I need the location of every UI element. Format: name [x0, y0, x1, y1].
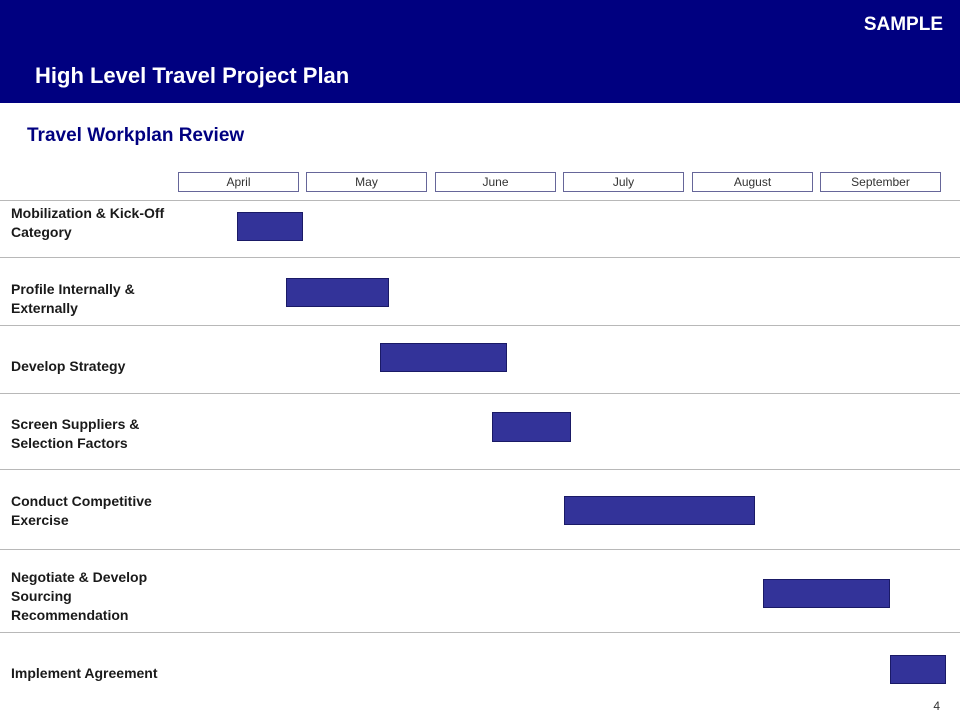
row-divider [0, 549, 960, 550]
gantt-bar-develop-strategy [379, 343, 507, 372]
gantt-bar-implement [889, 655, 947, 684]
row-divider [0, 393, 960, 394]
sample-label: SAMPLE [863, 14, 943, 35]
gantt-bar-screen-suppliers [491, 412, 572, 442]
task-label-profile: Profile Internally & Externally [11, 281, 135, 316]
header-banner: SAMPLE High Level Travel Project Plan [0, 0, 960, 103]
task-label-screen-suppliers: Screen Suppliers & Selection Factors [11, 416, 140, 451]
row-divider [0, 325, 960, 326]
row-divider [0, 200, 960, 201]
gantt-bar-negotiate [762, 579, 890, 608]
task-label-competitive-exercise: Conduct Competitive Exercise [11, 493, 152, 528]
gantt-bar-competitive-exercise [563, 496, 755, 525]
month-may: May [306, 172, 427, 192]
row-divider [0, 469, 960, 470]
gantt-bar-profile [285, 278, 389, 307]
task-label-implement: Implement Agreement [11, 665, 158, 681]
gantt-bar-mobilization [237, 212, 303, 241]
row-divider [0, 257, 960, 258]
page-number: 4 [933, 699, 940, 713]
month-april: April [178, 172, 299, 192]
month-july: July [563, 172, 684, 192]
row-divider [0, 632, 960, 633]
month-september: September [820, 172, 941, 192]
month-june: June [435, 172, 556, 192]
task-label-develop-strategy: Develop Strategy [11, 358, 126, 374]
task-label-mobilization: Mobilization & Kick-Off Category [11, 205, 165, 240]
page-title: High Level Travel Project Plan [35, 63, 350, 88]
month-august: August [692, 172, 813, 192]
page-subtitle: Travel Workplan Review [27, 125, 245, 146]
task-label-negotiate: Negotiate & Develop Sourcing Recommendat… [11, 569, 148, 623]
